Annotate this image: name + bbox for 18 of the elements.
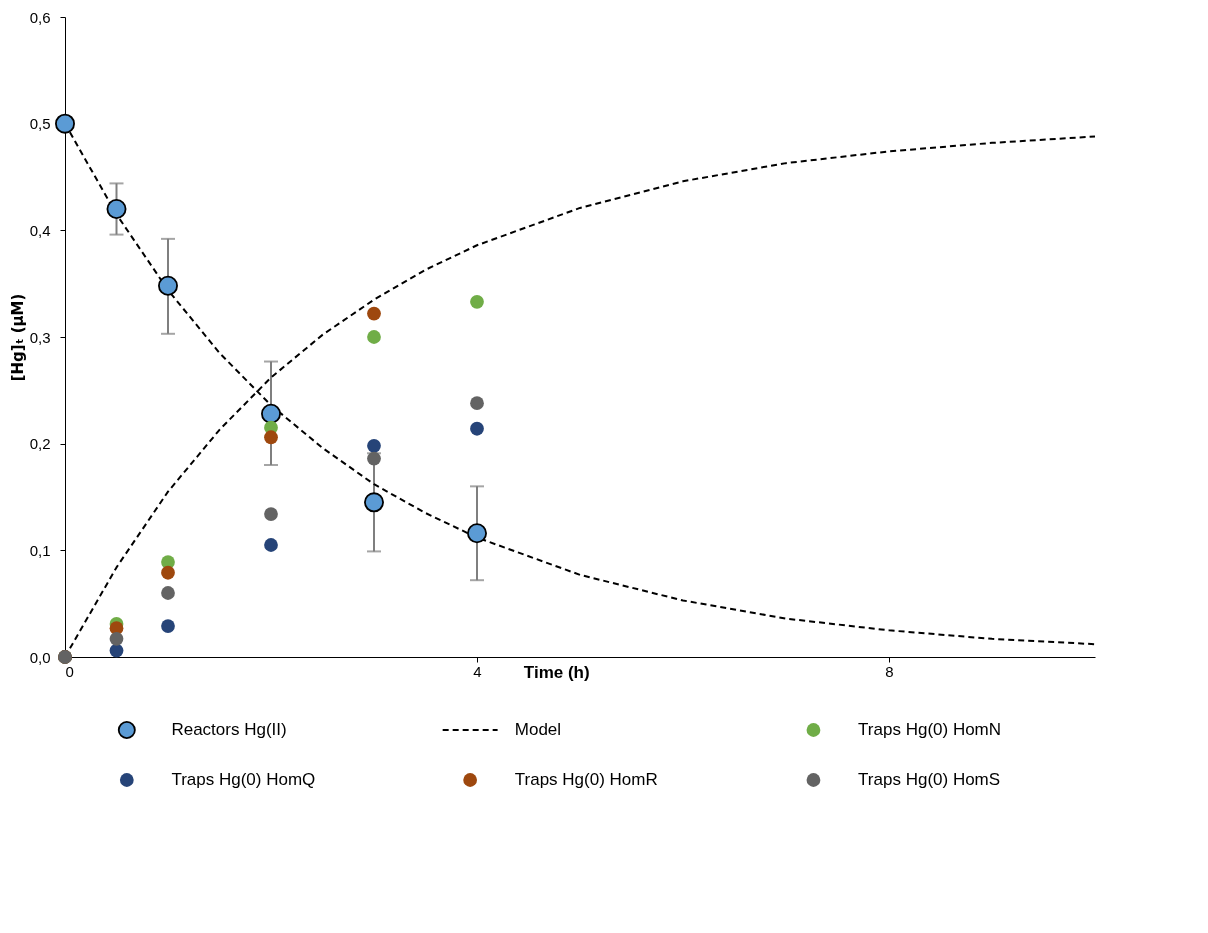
y-tick-label: 0,0 [29, 648, 51, 666]
x-axis-title: Time (h) [523, 662, 590, 682]
y-tick-label: 0,4 [29, 221, 51, 239]
y-tick-label: 0,6 [29, 8, 51, 26]
x-tick-label: 4 [473, 662, 482, 680]
y-tick-label: 0,1 [29, 541, 51, 559]
x-tick-label: 8 [885, 662, 894, 680]
legend-label: Traps Hg(0) HomN [858, 720, 1002, 739]
legend-label: Traps Hg(0) HomS [858, 770, 1001, 789]
legend-label: Model [514, 720, 562, 739]
x-tick-label: 0 [65, 662, 74, 680]
legend-label: Reactors Hg(II) [171, 720, 287, 739]
y-tick-label: 0,3 [29, 328, 51, 346]
y-tick-label: 0,5 [29, 115, 51, 133]
y-axis-title: [Hg]ₜ (µM) [8, 293, 27, 382]
y-tick-label: 0,2 [29, 435, 51, 453]
legend-label: Traps Hg(0) HomQ [171, 770, 316, 789]
legend-label: Traps Hg(0) HomR [514, 770, 658, 789]
